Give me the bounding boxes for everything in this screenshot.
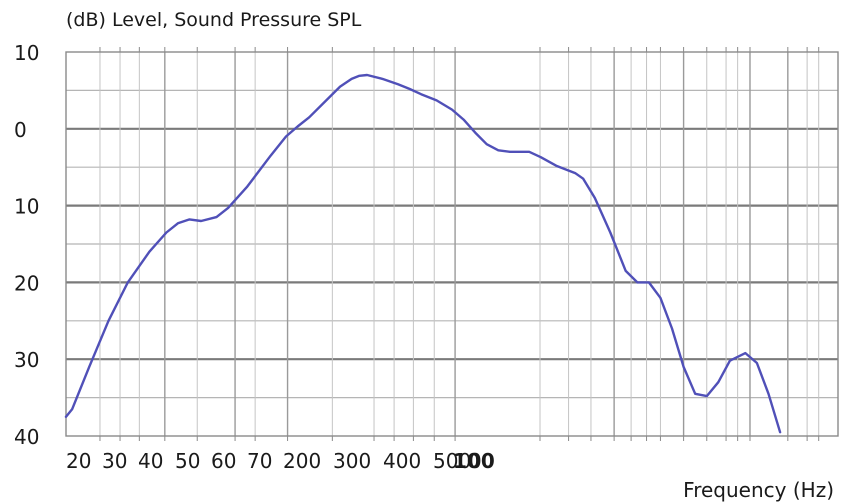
- y-tick-label: 10: [14, 41, 39, 65]
- x-tick-label-overlap: 0: [469, 449, 482, 473]
- y-tick-label: 40: [14, 425, 39, 449]
- x-tick-label: 200: [283, 449, 321, 473]
- y-tick-label: 0: [14, 118, 27, 142]
- grid: [65, 47, 839, 441]
- y-tick-label: 20: [14, 271, 39, 295]
- x-tick-label: 100: [453, 449, 495, 473]
- x-tick-label: 50: [175, 449, 200, 473]
- y-tick-label: 30: [14, 348, 39, 372]
- chart-title: (dB) Level, Sound Pressure SPL: [66, 9, 362, 31]
- x-tick-label: 60: [211, 449, 236, 473]
- x-tick-label: 30: [102, 449, 127, 473]
- series-layer: [64, 73, 782, 434]
- y-axis-ticks: 10 0 10 20 30 40: [14, 41, 39, 449]
- x-tick-label: 400: [383, 449, 421, 473]
- x-axis-label: Frequency (Hz): [683, 478, 834, 502]
- x-tick-label: 300: [333, 449, 371, 473]
- x-tick-label: 70: [247, 449, 272, 473]
- plot-frame: [65, 51, 839, 437]
- x-tick-label: 20: [66, 449, 91, 473]
- x-tick-label: 40: [138, 449, 163, 473]
- x-tick-label: 500: [433, 449, 471, 473]
- series-line-0: [64, 73, 782, 434]
- y-tick-label: 10: [14, 195, 39, 219]
